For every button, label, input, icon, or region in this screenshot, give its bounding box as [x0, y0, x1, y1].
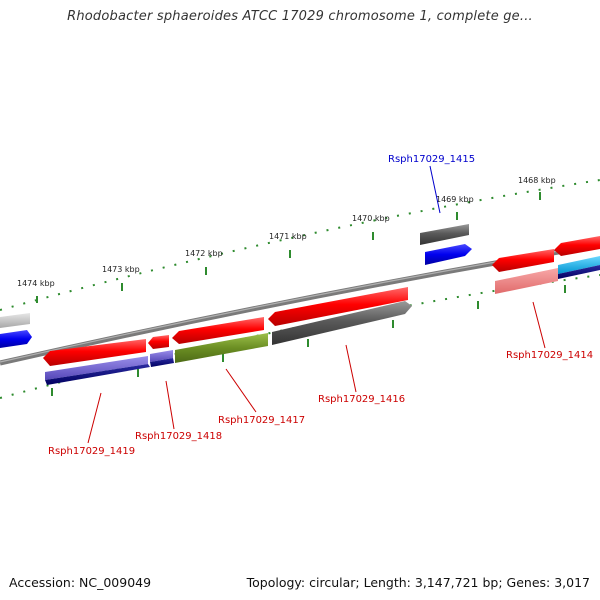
gene-arrow-navy[interactable]: [45, 364, 150, 385]
gene-arrow-right-edge-upper[interactable]: [554, 236, 600, 256]
gene-arrow-1416[interactable]: [268, 287, 408, 326]
scale-label-1468: 1468 kbp: [518, 176, 556, 185]
map-title: Rhodobacter sphaeroides ATCC 17029 chrom…: [67, 9, 533, 24]
gene-arrow-1419[interactable]: [43, 339, 146, 366]
gene-arrow-cyan[interactable]: [558, 256, 600, 274]
scale-label-1469: 1469 kbp: [436, 195, 474, 204]
gene-arrow-blue-left[interactable]: [0, 330, 32, 348]
scale-label-1474: 1474 kbp: [17, 279, 55, 288]
inner-major-ticks: [51, 285, 566, 396]
gene-arrow-1415-blue[interactable]: [425, 244, 472, 265]
scale-label-1473: 1473 kbp: [102, 265, 140, 274]
gene-arrow-pink[interactable]: [495, 268, 558, 294]
gene-leader-lines: [87, 165, 546, 444]
gene-label-1419[interactable]: Rsph17029_1419: [48, 446, 135, 457]
gene-label-1416[interactable]: Rsph17029_1416: [318, 394, 405, 405]
genome-stats-label: Topology: circular; Length: 3,147,721 bp…: [246, 575, 590, 590]
gene-label-1414[interactable]: Rsph17029_1414: [506, 350, 593, 361]
scale-label-1472: 1472 kbp: [185, 249, 223, 258]
outer-major-ticks: [36, 192, 541, 303]
gene-arrow-1414-upper[interactable]: [492, 249, 554, 272]
gene-label-1417[interactable]: Rsph17029_1417: [218, 415, 305, 426]
gene-arrow-1418[interactable]: [148, 335, 169, 349]
gene-arrow-purple[interactable]: [45, 356, 148, 380]
gene-arrow-olive[interactable]: [175, 333, 268, 363]
scale-label-1471: 1471 kbp: [269, 232, 307, 241]
gene-label-1418[interactable]: Rsph17029_1418: [135, 431, 222, 442]
gene-arrow-1415[interactable]: [420, 224, 469, 245]
accession-label: Accession: NC_009049: [9, 575, 152, 590]
gene-arrow-navy-small[interactable]: [150, 358, 174, 367]
gene-label-1415[interactable]: Rsph17029_1415: [388, 154, 475, 165]
gene-arrow-light-gray[interactable]: [0, 313, 30, 328]
gene-arrow-1417[interactable]: [172, 317, 264, 344]
scale-label-1470: 1470 kbp: [352, 214, 390, 223]
gene-arrow-navy-right[interactable]: [558, 265, 600, 279]
gene-arrow-dark-gray[interactable]: [272, 301, 412, 345]
